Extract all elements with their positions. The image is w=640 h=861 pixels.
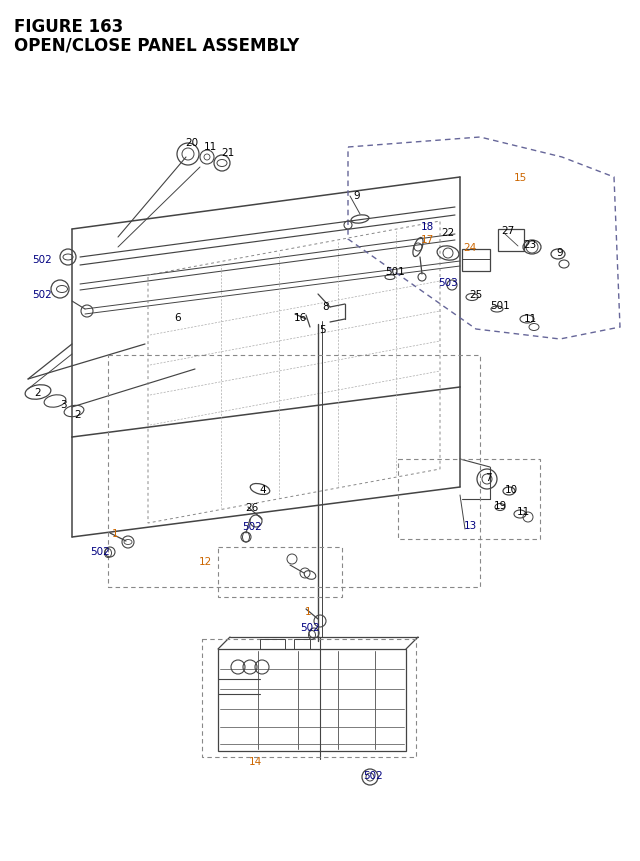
Text: 1: 1 [305, 606, 311, 616]
Text: 2: 2 [35, 387, 42, 398]
Text: 26: 26 [245, 503, 259, 512]
Text: 23: 23 [524, 239, 536, 250]
Text: 501: 501 [385, 267, 405, 276]
Text: 4: 4 [260, 485, 266, 494]
Text: OPEN/CLOSE PANEL ASSEMBLY: OPEN/CLOSE PANEL ASSEMBLY [14, 36, 300, 54]
Text: 17: 17 [420, 235, 434, 245]
Text: 2: 2 [75, 410, 81, 419]
Text: 502: 502 [90, 547, 110, 556]
Text: 9: 9 [354, 191, 360, 201]
Text: 502: 502 [32, 255, 52, 264]
Text: 27: 27 [501, 226, 515, 236]
Text: 502: 502 [242, 522, 262, 531]
Text: 8: 8 [323, 301, 330, 312]
Text: 503: 503 [438, 278, 458, 288]
Text: 501: 501 [490, 300, 510, 311]
Text: 18: 18 [420, 222, 434, 232]
Text: 15: 15 [513, 173, 527, 183]
Text: 502: 502 [32, 289, 52, 300]
Text: 10: 10 [504, 485, 518, 494]
Text: 16: 16 [293, 313, 307, 323]
Text: 12: 12 [198, 556, 212, 567]
Text: 502: 502 [363, 770, 383, 780]
Text: 5: 5 [319, 325, 325, 335]
Text: 14: 14 [248, 756, 262, 766]
Text: 9: 9 [557, 248, 563, 257]
Text: 1: 1 [112, 529, 118, 538]
Text: 3: 3 [60, 400, 67, 410]
Text: 6: 6 [175, 313, 181, 323]
Text: 19: 19 [493, 500, 507, 511]
Text: 502: 502 [300, 623, 320, 632]
Text: 11: 11 [516, 506, 530, 517]
Text: 24: 24 [463, 243, 477, 253]
Text: 21: 21 [221, 148, 235, 158]
Text: 25: 25 [469, 289, 483, 300]
Text: 7: 7 [484, 473, 492, 482]
Text: FIGURE 163: FIGURE 163 [14, 18, 124, 36]
Text: 11: 11 [204, 142, 216, 152]
Text: 13: 13 [463, 520, 477, 530]
Text: 11: 11 [524, 313, 536, 324]
Text: 20: 20 [186, 138, 198, 148]
Text: 22: 22 [442, 228, 454, 238]
